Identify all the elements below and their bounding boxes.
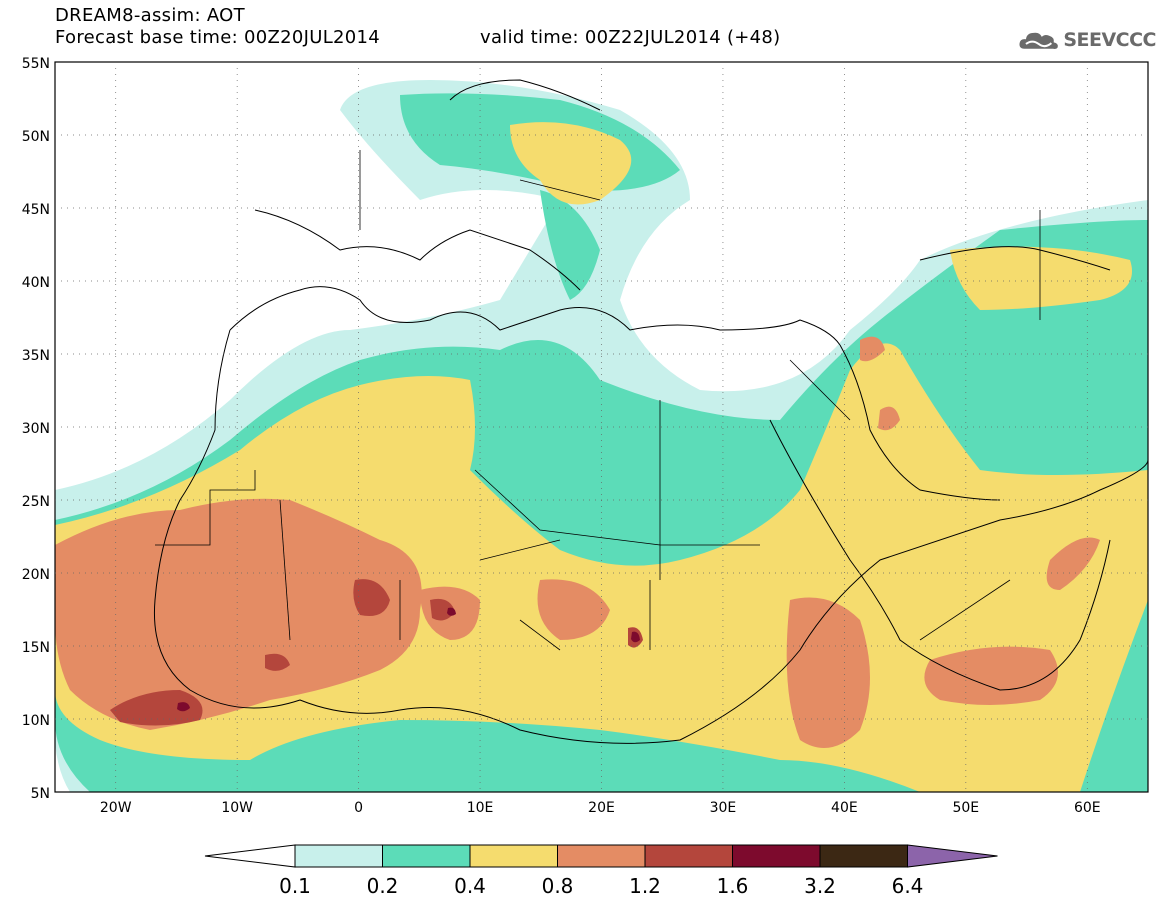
colorbar-label: 0.1 (279, 874, 311, 898)
cloud-icon (1019, 32, 1058, 49)
lat-label: 30N (22, 421, 50, 437)
map-title: DREAM8-assim: AOT (55, 5, 245, 26)
coastlines (153, 79, 1148, 744)
lat-label: 35N (22, 348, 50, 364)
lat-label: 5N (31, 786, 50, 802)
colorbar-segment (819, 844, 908, 868)
colorbar-label: 6.4 (892, 874, 924, 898)
lon-label: 60E (1074, 800, 1101, 816)
colorbar-over-arrow (907, 844, 998, 868)
lon-label: 50E (952, 800, 979, 816)
colorbar-label: 0.2 (367, 874, 399, 898)
colorbar: 0.1 0.2 0.4 0.8 1.2 1.6 3.2 6.4 (204, 844, 998, 898)
lon-label: 10E (467, 800, 494, 816)
colorbar-label: 0.4 (454, 874, 486, 898)
lon-label: 30E (710, 800, 737, 816)
lon-label: 0 (354, 800, 363, 816)
valid-time: valid time: 00Z22JUL2014 (+48) (480, 27, 781, 48)
forecast-base-time: Forecast base time: 00Z20JUL2014 (55, 27, 381, 48)
colorbar-segment (644, 844, 733, 868)
colorbar-label: 0.8 (542, 874, 574, 898)
lat-label: 20N (22, 567, 50, 583)
seevccc-logo: SEEVCCC (1018, 24, 1156, 56)
lat-label: 10N (22, 713, 50, 729)
lon-ticks: 20W 10W 0 10E 20E 30E 40E 50E 60E (100, 800, 1101, 816)
lon-label: 20W (100, 800, 132, 816)
logo-text: SEEVCCC (1063, 29, 1156, 51)
lat-label: 40N (22, 275, 50, 291)
country-borders (155, 150, 1041, 651)
colorbar-segment (294, 844, 383, 868)
colorbar-label: 3.2 (804, 874, 836, 898)
colorbar-segment (382, 844, 471, 868)
colorbar-under-arrow (204, 844, 296, 868)
colorbar-label: 1.6 (717, 874, 749, 898)
aot-field (55, 62, 1148, 792)
colorbar-segment (557, 844, 646, 868)
lon-label: 10W (221, 800, 253, 816)
lat-ticks: 55N 50N 45N 40N 35N 30N 25N 20N 15N 10N 5N (22, 56, 50, 802)
lat-label: 45N (22, 202, 50, 218)
lon-label: 20E (588, 800, 615, 816)
gridlines (55, 62, 1148, 792)
lon-label: 40E (831, 800, 858, 816)
lat-label: 50N (22, 129, 50, 145)
lat-label: 25N (22, 494, 50, 510)
colorbar-segment (469, 844, 558, 868)
lat-label: 15N (22, 640, 50, 656)
colorbar-label: 1.2 (629, 874, 661, 898)
colorbar-segment (732, 844, 821, 868)
lat-label: 55N (22, 56, 50, 72)
